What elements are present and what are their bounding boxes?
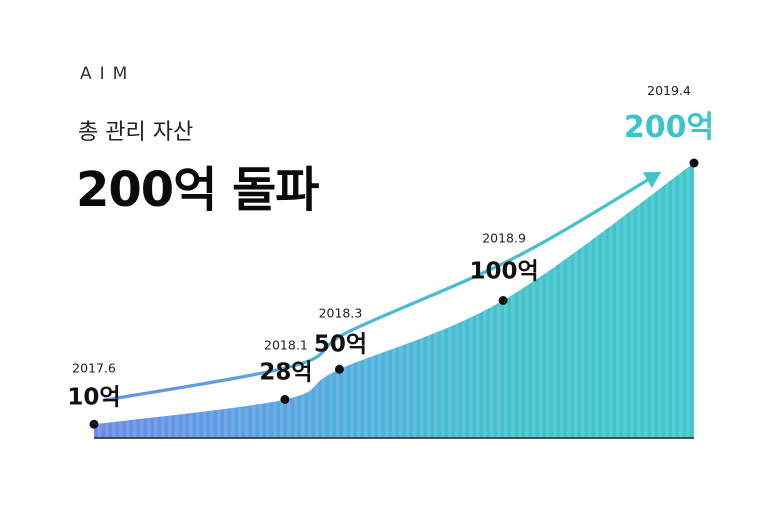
value-label: 28억 [259,360,312,386]
growth-arrow-head [642,171,662,188]
date-label: 2019.4 [647,83,691,98]
data-point [280,395,290,404]
value-label: 50억 [314,331,367,357]
data-point [689,158,699,168]
date-label: 2017.6 [72,360,116,375]
value-label: 100억 [470,259,539,285]
headline: 200억 돌파 [76,162,319,218]
growth-area-stripes [94,163,694,438]
value-label: 10억 [67,384,120,410]
value-label: 200억 [624,110,714,145]
data-point [334,364,344,374]
data-point [498,296,508,305]
date-label: 2018.3 [319,305,363,320]
date-label: 2018.9 [482,231,526,246]
brand-logo: AIM [80,64,136,84]
data-point [89,419,99,429]
growth-arrow [102,173,658,402]
date-label: 2018.1 [264,338,308,353]
subtitle: 총 관리 자산 [78,120,194,145]
